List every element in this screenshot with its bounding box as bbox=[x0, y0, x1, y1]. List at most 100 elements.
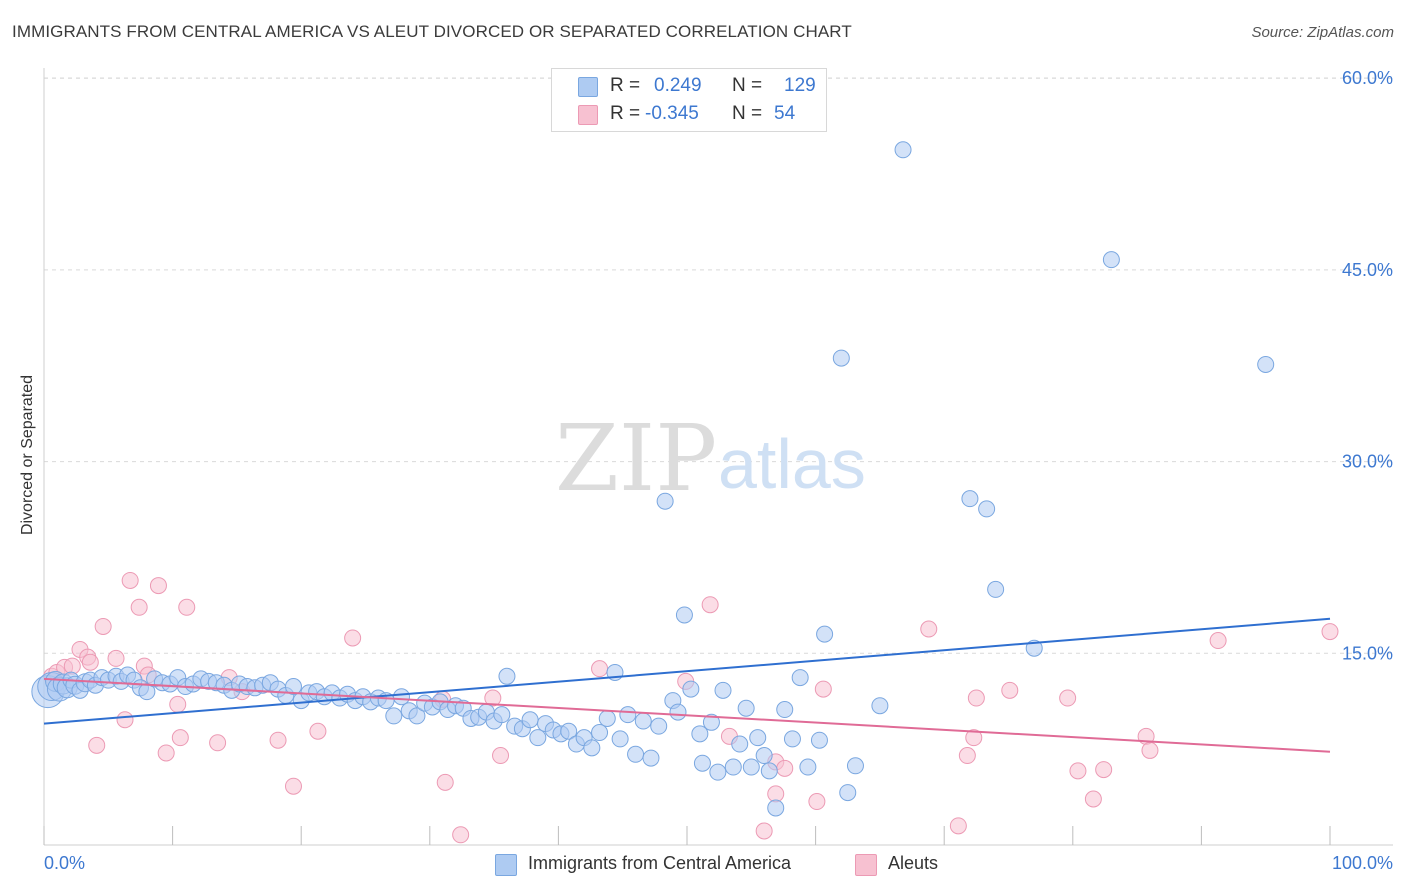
aleuts-point bbox=[63, 657, 81, 675]
legend-swatch-blue bbox=[578, 77, 598, 97]
chart-title: IMMIGRANTS FROM CENTRAL AMERICA VS ALEUT… bbox=[12, 22, 852, 41]
aleuts-point bbox=[309, 722, 327, 740]
central-america-point bbox=[493, 706, 511, 724]
aleuts-point bbox=[701, 596, 719, 614]
central-america-point bbox=[650, 717, 668, 735]
central-america-point bbox=[529, 729, 547, 747]
aleuts-point bbox=[808, 793, 826, 811]
stats-legend: R = 0.249 N = 129 R = -0.345 N = 54 bbox=[551, 68, 827, 132]
central-america-point bbox=[138, 683, 156, 701]
central-america-point bbox=[693, 754, 711, 772]
central-america-point bbox=[961, 490, 979, 508]
aleuts-point bbox=[1321, 623, 1339, 641]
legend-swatch-pink bbox=[855, 854, 877, 876]
central-america-point bbox=[755, 747, 773, 765]
legend-label-aleuts: Aleuts bbox=[888, 853, 939, 873]
aleuts-point bbox=[949, 817, 967, 835]
aleuts-point bbox=[1209, 632, 1227, 650]
central-america-point bbox=[832, 349, 850, 367]
aleuts-point bbox=[452, 826, 470, 844]
central-america-point bbox=[776, 701, 794, 719]
watermark-zip: ZIP bbox=[555, 405, 717, 512]
central-america-point bbox=[760, 762, 778, 780]
central-america-point bbox=[714, 681, 732, 699]
central-america-point bbox=[634, 712, 652, 730]
aleuts-point bbox=[116, 711, 134, 729]
central-america-point bbox=[393, 688, 411, 706]
central-america-point bbox=[871, 697, 889, 715]
aleuts-point bbox=[1069, 762, 1087, 780]
central-america-point bbox=[669, 703, 687, 721]
central-america-point bbox=[682, 680, 700, 698]
central-america-point bbox=[284, 678, 302, 696]
central-america-point bbox=[894, 141, 912, 159]
central-america-point bbox=[839, 784, 857, 802]
central-america-point bbox=[619, 706, 637, 724]
trend-line-aleuts bbox=[43, 677, 1331, 753]
central-america-point bbox=[810, 731, 828, 749]
central-america-point bbox=[583, 739, 601, 757]
y-tick-label: 15.0% bbox=[1342, 643, 1393, 663]
y-tick-label: 30.0% bbox=[1342, 452, 1393, 472]
aleuts-point bbox=[130, 598, 148, 616]
aleuts-point bbox=[1095, 761, 1113, 779]
aleuts-point bbox=[344, 629, 362, 647]
central-america-point bbox=[560, 722, 578, 740]
y-tick-labels: 15.0% 30.0% 45.0% 60.0% bbox=[1342, 68, 1393, 663]
central-america-point bbox=[656, 492, 674, 510]
watermark-atlas: atlas bbox=[718, 425, 866, 503]
central-america-point bbox=[846, 757, 864, 775]
aleuts-point bbox=[1084, 790, 1102, 808]
aleuts-point bbox=[157, 744, 175, 762]
aleuts-point bbox=[814, 680, 832, 698]
aleuts-point bbox=[1059, 689, 1077, 707]
x-tick-label-max: 100.0% bbox=[1332, 853, 1393, 873]
trend-line-central-america bbox=[43, 617, 1331, 725]
central-america-point bbox=[749, 729, 767, 747]
central-america-point bbox=[691, 725, 709, 743]
central-america-point bbox=[627, 745, 645, 763]
aleuts-point bbox=[169, 695, 187, 713]
central-america-point bbox=[408, 707, 426, 725]
aleuts-point bbox=[81, 653, 99, 671]
aleuts-point bbox=[1141, 741, 1159, 759]
aleuts-point bbox=[149, 577, 167, 595]
legend-n-label: N = bbox=[732, 75, 763, 96]
legend-label-central-america: Immigrants from Central America bbox=[528, 853, 792, 873]
aleuts-point bbox=[920, 620, 938, 638]
aleuts-point bbox=[209, 734, 227, 752]
aleuts-point bbox=[958, 747, 976, 765]
central-america-point bbox=[987, 580, 1005, 598]
legend-r-value: -0.345 bbox=[645, 103, 699, 124]
aleuts-point bbox=[269, 731, 287, 749]
aleuts-point bbox=[1001, 681, 1019, 699]
aleuts-point bbox=[121, 571, 139, 589]
aleuts-point bbox=[755, 822, 773, 840]
aleuts-point bbox=[484, 689, 502, 707]
aleuts-point bbox=[967, 689, 985, 707]
trend-lines bbox=[43, 617, 1331, 753]
legend-r-value: 0.249 bbox=[654, 75, 702, 96]
central-america-point bbox=[816, 625, 834, 643]
legend-swatch-pink bbox=[578, 105, 598, 125]
central-america-point bbox=[591, 724, 609, 742]
legend-n-value: 54 bbox=[774, 103, 796, 124]
central-america-point bbox=[1102, 251, 1120, 269]
gridlines bbox=[44, 77, 1393, 654]
central-america-point bbox=[702, 713, 720, 731]
x-tick-label-min: 0.0% bbox=[44, 853, 85, 873]
central-america-point bbox=[978, 500, 996, 518]
aleuts-point bbox=[171, 729, 189, 747]
aleuts-point bbox=[94, 617, 112, 635]
legend-r-label: R = bbox=[610, 103, 641, 124]
legend-n-value: 129 bbox=[784, 75, 816, 96]
central-america-point bbox=[675, 606, 693, 624]
aleuts-point bbox=[178, 598, 196, 616]
central-america-point bbox=[1257, 355, 1275, 373]
central-america-point bbox=[791, 669, 809, 687]
aleuts-point bbox=[492, 747, 510, 765]
y-tick-label: 45.0% bbox=[1342, 260, 1393, 280]
legend-r-label: R = bbox=[610, 75, 641, 96]
aleuts-point bbox=[776, 759, 794, 777]
central-america-point bbox=[731, 735, 749, 753]
